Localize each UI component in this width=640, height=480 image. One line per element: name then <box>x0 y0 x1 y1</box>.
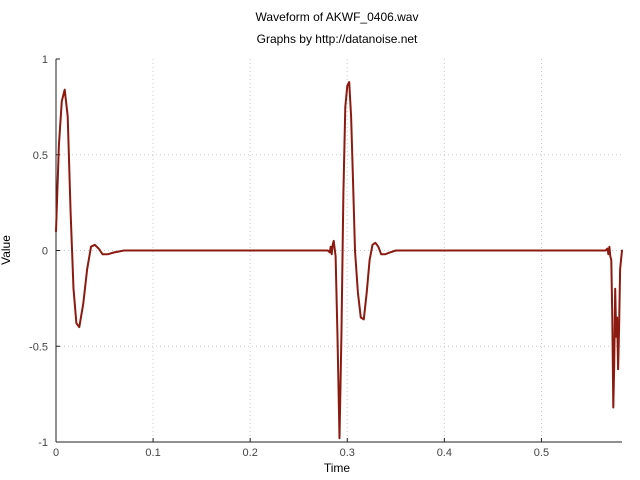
y-axis-label: Value <box>0 235 13 265</box>
x-tick-label: 0.1 <box>145 447 160 459</box>
chart-title: Waveform of AKWF_0406.wav <box>256 10 419 24</box>
y-tick-label: -0.5 <box>29 341 48 353</box>
y-tick-label: -1 <box>38 437 48 449</box>
chart-subtitle: Graphs by http://datanoise.net <box>257 32 418 46</box>
series-layer <box>55 81 623 440</box>
x-axis-ticks: 0 0.1 0.2 0.3 0.4 0.5 <box>53 438 549 459</box>
y-axis-ticks: -1 -0.5 0 0.5 1 <box>29 54 60 449</box>
waveform-series-line <box>55 81 623 440</box>
y-tick-label: 1 <box>42 54 48 66</box>
x-tick-label: 0.4 <box>437 447 452 459</box>
y-tick-label: 0.5 <box>33 150 48 162</box>
x-tick-label: 0 <box>53 447 59 459</box>
x-tick-label: 0.5 <box>534 447 549 459</box>
y-tick-label: 0 <box>42 246 48 258</box>
x-tick-label: 0.2 <box>243 447 258 459</box>
x-axis-label: Time <box>324 461 351 475</box>
x-tick-label: 0.3 <box>340 447 355 459</box>
